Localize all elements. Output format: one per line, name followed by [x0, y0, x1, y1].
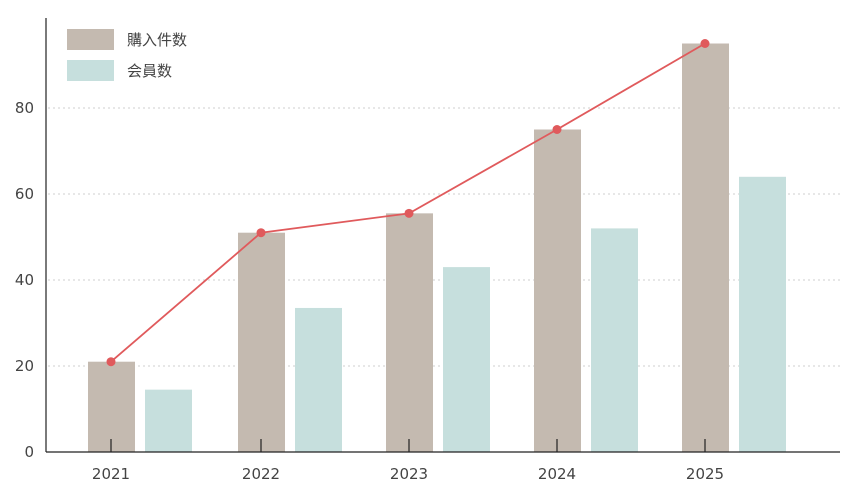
bar-purchases: [682, 43, 729, 452]
x-tick-labels: 2021 2022 2023 2024 2025: [92, 465, 724, 483]
line-marker: [552, 125, 562, 134]
y-tick-label: 20: [15, 357, 34, 375]
x-tick-label: 2023: [390, 465, 428, 483]
line-marker: [256, 228, 266, 238]
x-tick-label: 2025: [686, 465, 724, 483]
line-marker: [106, 357, 116, 367]
bar-members: [443, 267, 490, 452]
x-tick-label: 2024: [538, 465, 576, 483]
bar-purchases: [238, 232, 285, 452]
legend-label-purchases: 購入件数: [127, 31, 187, 49]
y-tick-label: 60: [15, 185, 34, 203]
line-marker: [700, 39, 710, 48]
bar-members: [295, 307, 342, 452]
bars: [88, 43, 786, 453]
axes: [45, 18, 840, 453]
x-tick-label: 2021: [92, 465, 130, 483]
bar-members: [145, 389, 192, 452]
bar-purchases: [534, 129, 581, 452]
bar-members: [591, 228, 638, 452]
y-tick-label: 40: [15, 271, 34, 289]
bar-members: [739, 176, 786, 453]
x-tick-label: 2022: [242, 465, 280, 483]
y-tick-labels: 0 20 40 60 80: [15, 99, 34, 461]
legend-label-members: 会員数: [127, 62, 172, 80]
legend-swatch-members: [67, 60, 114, 81]
line-series: [106, 39, 710, 367]
y-tick-label: 80: [15, 99, 34, 117]
y-tick-label: 0: [24, 443, 34, 461]
bar-purchases: [88, 361, 135, 452]
bar-purchases: [386, 213, 433, 452]
line-marker: [404, 208, 414, 218]
legend-swatch-purchases: [67, 29, 114, 50]
